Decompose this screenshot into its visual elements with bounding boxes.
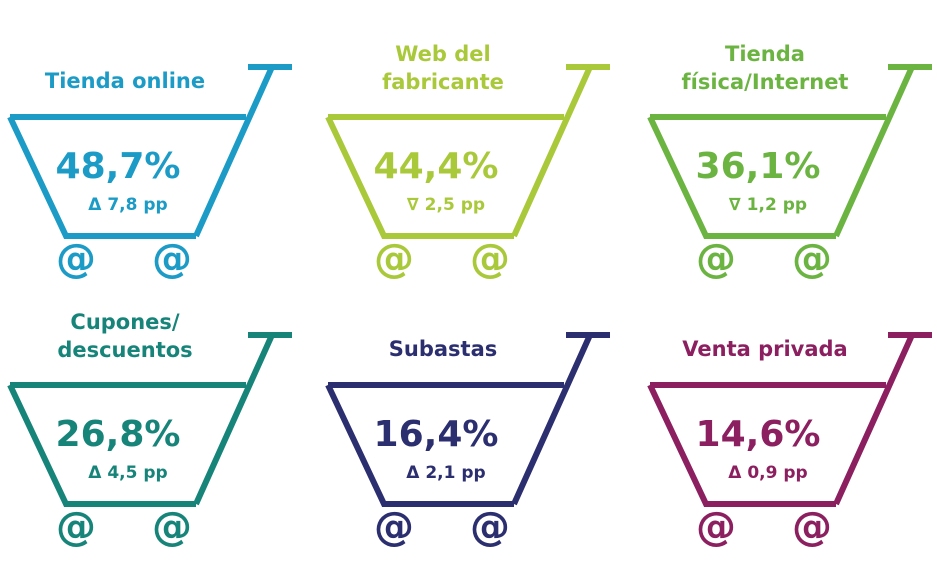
cart-wheel: @ bbox=[374, 236, 414, 282]
cart-change: Δ 7,8 pp bbox=[88, 195, 167, 215]
cart-wheel: @ bbox=[696, 236, 736, 282]
cart-value: 26,8% bbox=[56, 414, 181, 455]
cart-card: Subastas 16,4% Δ 2,1 pp @ @ bbox=[325, 332, 610, 550]
cart-wheel: @ bbox=[792, 236, 832, 282]
cart-card: Tienda física/Internet 36,1% ∇ 1,2 pp @ @ bbox=[647, 42, 932, 282]
cart-handle bbox=[193, 332, 292, 506]
cart-title: Subastas bbox=[389, 337, 498, 361]
cart-value: 36,1% bbox=[696, 146, 821, 187]
cart-card: Cupones/descuentos 26,8% Δ 4,5 pp @ @ bbox=[7, 310, 292, 550]
cart-change: Δ 2,1 pp bbox=[406, 463, 485, 483]
cart-basket bbox=[7, 114, 246, 239]
cart-wheel: @ bbox=[56, 504, 96, 550]
cart-title: física/Internet bbox=[682, 70, 849, 94]
cart-title: Venta privada bbox=[682, 337, 847, 361]
cart-title: fabricante bbox=[382, 70, 504, 94]
cart-value: 14,6% bbox=[696, 414, 821, 455]
cart-wheel: @ bbox=[374, 504, 414, 550]
cart-basket bbox=[7, 382, 246, 507]
cart-title: Web del bbox=[395, 42, 490, 66]
cart-change: Δ 4,5 pp bbox=[88, 463, 167, 483]
cart-title: Tienda online bbox=[45, 69, 205, 93]
cart-value: 48,7% bbox=[56, 146, 181, 187]
cart-wheel: @ bbox=[152, 504, 192, 550]
cart-wheel: @ bbox=[470, 504, 510, 550]
cart-value: 44,4% bbox=[374, 146, 499, 187]
cart-wheel: @ bbox=[56, 236, 96, 282]
cart-card: Web del fabricante 44,4% ∇ 2,5 pp @ @ bbox=[325, 42, 610, 282]
cart-basket bbox=[647, 382, 886, 507]
cart-wheel: @ bbox=[696, 504, 736, 550]
cart-handle bbox=[833, 64, 932, 238]
cart-value: 16,4% bbox=[374, 414, 499, 455]
cart-title: Tienda bbox=[725, 42, 805, 66]
cart-wheel: @ bbox=[470, 236, 510, 282]
cart-change: ∇ 1,2 pp bbox=[729, 195, 807, 215]
cart-title: Cupones/ bbox=[70, 310, 180, 334]
cart-handle bbox=[511, 64, 610, 238]
cart-handle bbox=[833, 332, 932, 506]
cart-change: Δ 0,9 pp bbox=[728, 463, 807, 483]
cart-basket bbox=[647, 114, 886, 239]
cart-title: descuentos bbox=[57, 338, 192, 362]
cart-basket bbox=[325, 114, 564, 239]
cart-wheel: @ bbox=[152, 236, 192, 282]
cart-card: Tienda online 48,7% Δ 7,8 pp @ @ bbox=[7, 64, 292, 282]
cart-handle bbox=[511, 332, 610, 506]
cart-change: ∇ 2,5 pp bbox=[407, 195, 485, 215]
cart-basket bbox=[325, 382, 564, 507]
cart-wheel: @ bbox=[792, 504, 832, 550]
cart-card: Venta privada 14,6% Δ 0,9 pp @ @ bbox=[647, 332, 932, 550]
cart-handle bbox=[193, 64, 292, 238]
